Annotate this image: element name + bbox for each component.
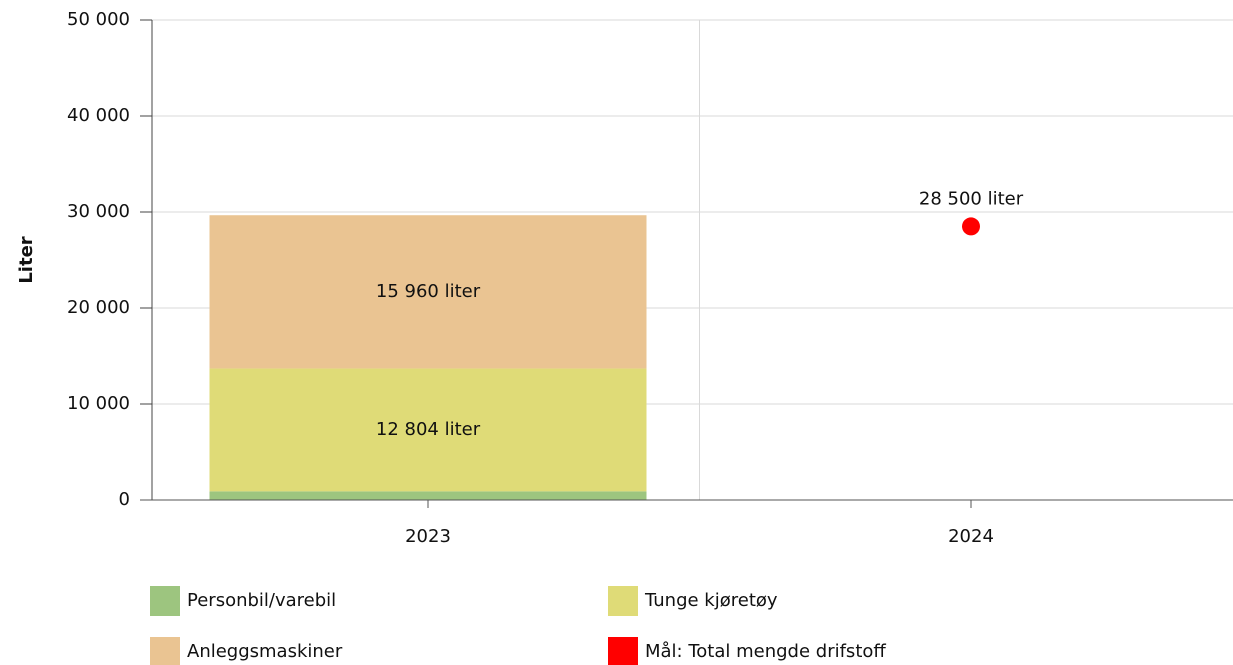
bar-label: 15 960 liter	[376, 281, 481, 302]
bar-label: 12 804 liter	[376, 419, 481, 440]
legend-label: Tunge kjøretøy	[644, 590, 778, 611]
legend-swatch	[608, 637, 638, 665]
point-label: 28 500 liter	[919, 188, 1024, 209]
y-tick-label: 20 000	[67, 297, 130, 318]
y-tick-label: 10 000	[67, 393, 130, 414]
y-tick-label: 40 000	[67, 105, 130, 126]
y-axis-label: Liter	[16, 236, 37, 283]
bar-segment	[209, 215, 647, 369]
legend-swatch	[150, 586, 180, 616]
legend-swatch	[608, 586, 638, 616]
x-tick-label: 2024	[948, 526, 994, 547]
y-tick-label: 30 000	[67, 201, 130, 222]
y-tick-label: 0	[119, 489, 130, 510]
bar-segment	[209, 491, 647, 500]
target-point	[962, 217, 980, 236]
legend-label: Personbil/varebil	[187, 590, 336, 611]
bar-segment	[209, 368, 647, 492]
x-tick-label: 2023	[405, 526, 451, 547]
legend-label: Mål: Total mengde drifstoff	[645, 641, 886, 662]
legend-label: Anleggsmaskiner	[187, 641, 343, 662]
y-tick-label: 50 000	[67, 9, 130, 30]
legend-swatch	[150, 637, 180, 665]
